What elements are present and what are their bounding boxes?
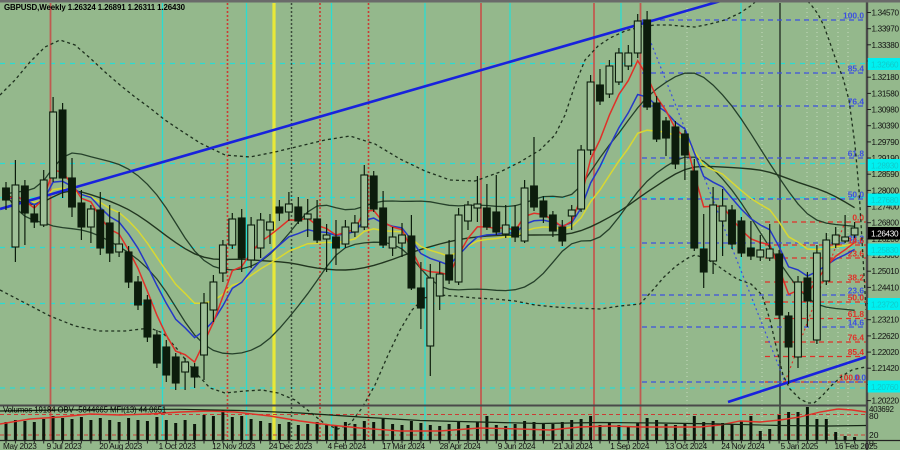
svg-text:GBPUSD,Weekly 1.26324 1.26891: GBPUSD,Weekly 1.26324 1.26891 1.26311 1.… [4,3,186,12]
svg-text:1.30390: 1.30390 [872,122,900,131]
svg-text:1.29190: 1.29190 [872,154,900,163]
svg-text:403692: 403692 [869,405,894,414]
svg-text:1.28930: 1.28930 [871,162,899,171]
svg-text:1.32180: 1.32180 [872,73,900,82]
svg-text:1.27680: 1.27680 [871,196,899,205]
svg-text:100.0: 100.0 [843,11,864,21]
svg-text:1.26430: 1.26430 [871,230,899,239]
svg-text:1.25600: 1.25600 [872,251,900,260]
svg-text:21 Jul 2024: 21 Jul 2024 [554,442,594,450]
svg-text:1.25010: 1.25010 [872,267,900,276]
svg-text:1.24410: 1.24410 [872,283,900,292]
svg-text:80: 80 [869,411,879,421]
svg-text:Volumes 19184 OBV -5844665 M: Volumes 19184 OBV -5844665 MFI(13) 44.06… [3,406,166,415]
svg-text:1.21420: 1.21420 [872,364,900,373]
svg-text:23.6: 23.6 [848,286,865,296]
svg-text:24 Dec 2023: 24 Dec 2023 [269,442,313,450]
svg-text:61.8: 61.8 [848,309,865,319]
svg-text:1.26800: 1.26800 [872,219,900,228]
svg-text:0.0: 0.0 [854,373,866,383]
svg-text:76.4: 76.4 [848,97,865,107]
svg-text:1.20220: 1.20220 [872,397,900,406]
svg-text:4 Feb 2024: 4 Feb 2024 [328,442,367,450]
svg-text:20 Aug 2023: 20 Aug 2023 [99,442,142,450]
svg-text:1.23210: 1.23210 [872,316,900,325]
svg-text:76.4: 76.4 [848,333,865,343]
svg-text:1.28000: 1.28000 [872,186,900,195]
svg-text:23.6: 23.6 [848,249,865,259]
svg-text:85.4: 85.4 [848,64,865,74]
svg-text:9 Jul 2023: 9 Jul 2023 [47,442,83,450]
svg-text:0: 0 [869,438,874,448]
svg-text:9 Jun 2024: 9 Jun 2024 [498,442,536,450]
svg-text:85.4: 85.4 [848,347,865,357]
svg-text:1.33970: 1.33970 [872,25,900,34]
svg-text:1.31580: 1.31580 [872,89,900,98]
svg-text:14.6: 14.6 [848,236,865,246]
svg-text:1.30980: 1.30980 [872,106,900,115]
svg-text:12 Nov 2023: 12 Nov 2023 [212,442,256,450]
svg-text:May 2023: May 2023 [3,442,37,450]
svg-text:1 Sep 2024: 1 Sep 2024 [610,442,650,450]
svg-text:16 Feb 2025: 16 Feb 2025 [835,442,878,450]
svg-text:1.33380: 1.33380 [872,41,900,50]
svg-text:1.29790: 1.29790 [872,138,900,147]
svg-text:13 Oct 2024: 13 Oct 2024 [666,442,708,450]
svg-text:1.20760: 1.20760 [871,383,899,392]
svg-text:1.23720: 1.23720 [871,301,899,310]
svg-text:50.0: 50.0 [848,293,865,303]
svg-text:1.22020: 1.22020 [872,348,900,357]
svg-text:20: 20 [869,430,879,440]
svg-text:1.25830: 1.25830 [871,246,899,255]
svg-text:17 Mar 2024: 17 Mar 2024 [382,442,425,450]
svg-text:38.2: 38.2 [848,234,865,244]
svg-text:1.22620: 1.22620 [872,332,900,341]
svg-text:50.0: 50.0 [848,190,865,200]
svg-text:28 Apr 2024: 28 Apr 2024 [440,442,482,450]
svg-text:38.2: 38.2 [848,273,865,283]
svg-text:1.28590: 1.28590 [872,170,900,179]
svg-text:14.6: 14.6 [848,318,865,328]
svg-text:1.27400: 1.27400 [872,203,900,212]
svg-text:1.34570: 1.34570 [872,9,900,18]
svg-text:1 Oct 2023: 1 Oct 2023 [159,442,197,450]
svg-text:1.32660: 1.32660 [871,61,899,70]
svg-text:5 Jan 2025: 5 Jan 2025 [781,442,819,450]
svg-text:100.0: 100.0 [839,373,860,383]
svg-text:24 Nov 2024: 24 Nov 2024 [721,442,765,450]
svg-text:0.0: 0.0 [852,213,864,223]
